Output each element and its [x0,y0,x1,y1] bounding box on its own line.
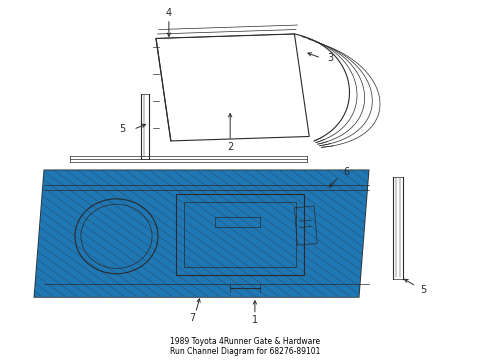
Text: 1: 1 [252,315,258,325]
Polygon shape [34,170,368,297]
Text: 2: 2 [227,142,233,152]
Bar [184,202,296,267]
Text: 3: 3 [327,53,333,63]
Text: 5: 5 [420,285,426,295]
Bar [176,194,304,275]
Text: 4: 4 [166,9,172,18]
Text: 5: 5 [119,124,125,134]
Text: 7: 7 [190,313,196,323]
Text: 6: 6 [344,167,350,177]
Text: 1989 Toyota 4Runner Gate & Hardware
Run Channel Diagram for 68276-89101: 1989 Toyota 4Runner Gate & Hardware Run … [170,337,320,356]
